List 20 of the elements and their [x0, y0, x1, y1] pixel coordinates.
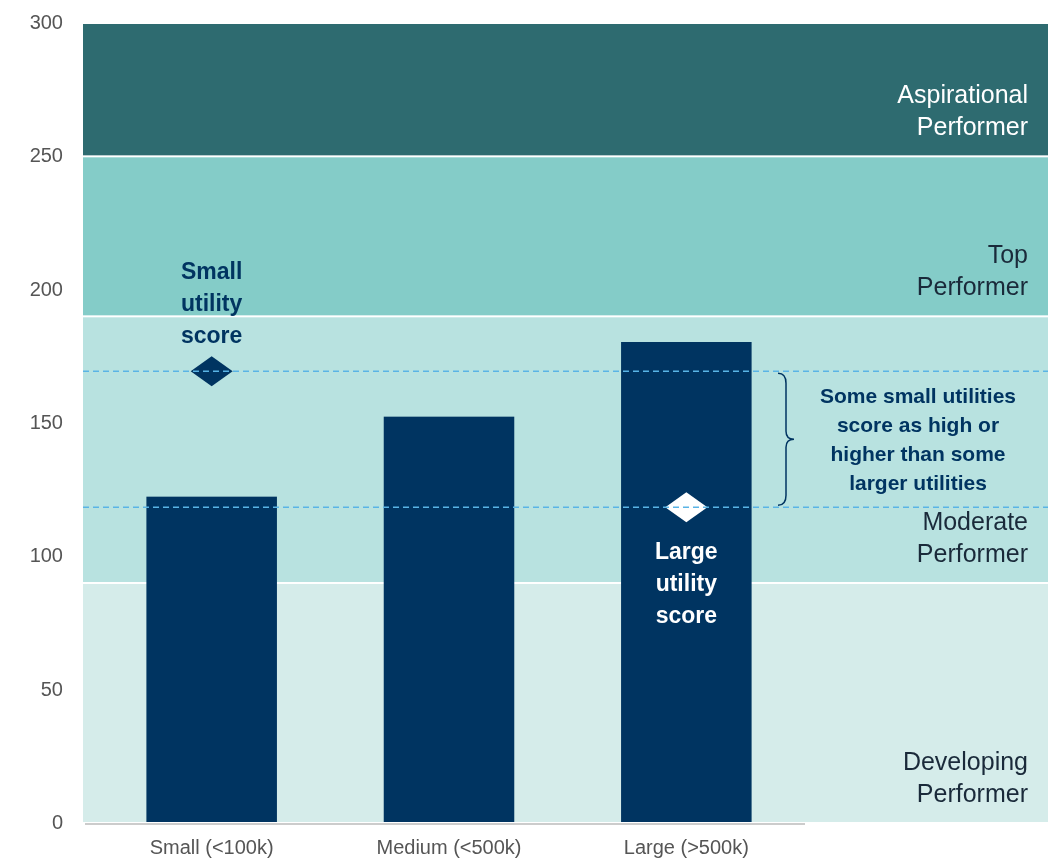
text: Some small utilities score as high or higher than some larger utilities — [819, 384, 1017, 495]
bar — [146, 496, 277, 822]
annotation: Small utility score — [180, 258, 243, 349]
y-tick-label: 100 — [29, 544, 63, 567]
x-tick-label: Large (>500k) — [623, 836, 749, 858]
bar — [383, 416, 515, 822]
y-tick-label: 50 — [40, 677, 63, 700]
y-tick-label: 250 — [29, 144, 63, 167]
y-tick-label: 200 — [29, 277, 63, 300]
y-tick-label: 0 — [51, 811, 63, 833]
y-tick-label: 300 — [29, 11, 63, 33]
x-tick-label: Small (<100k) — [149, 836, 274, 858]
band-label: Top Performer — [916, 240, 1028, 301]
band-label: Developing Performer — [902, 747, 1028, 807]
annotation: Large utility score — [655, 538, 718, 629]
y-tick-label: 150 — [29, 411, 63, 433]
bar — [621, 342, 752, 822]
band-label: Moderate Performer — [916, 507, 1028, 567]
x-tick-label: Medium (<500k) — [376, 836, 522, 858]
band-label: Aspirational Performer — [897, 80, 1028, 141]
